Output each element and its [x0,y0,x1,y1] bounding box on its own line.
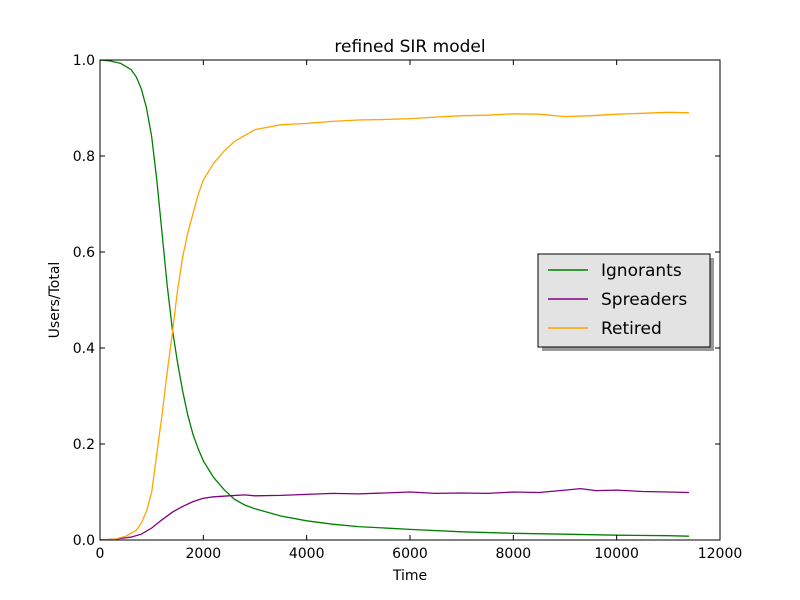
y-tick-label: 0.4 [73,341,95,357]
legend-label-ignorants: Ignorants [601,261,682,281]
series-line-retired [99,111,690,541]
series-line-ignorants [99,59,690,537]
legend-label-retired: Retired [601,319,662,339]
x-tick-label: 0 [96,546,105,562]
legend: Ignorants Spreaders Retired [537,253,714,351]
series-line-spreaders [99,487,690,541]
y-tick-label: 0.0 [73,533,95,549]
x-tick-label: 4000 [289,546,325,562]
x-tick-label: 8000 [496,546,532,562]
y-tick-label: 1.0 [73,53,95,69]
x-tick-label: 10000 [594,546,639,562]
axis-ticks: 0 2000 4000 6000 8000 10000 12000 0.0 0.2 0.4 0.6 0… [73,53,743,562]
y-tick-label: 0.6 [73,245,95,261]
chart-title: refined SIR model [334,37,485,57]
legend-label-spreaders: Spreaders [601,290,687,310]
x-tick-label: 2000 [186,546,222,562]
x-tick-label: 12000 [698,546,743,562]
y-tick-label: 0.8 [73,149,95,165]
x-axis-title: Time [392,568,427,584]
x-tick-label: 6000 [392,546,428,562]
y-axis-title: Users/Total [47,262,63,339]
y-tick-label: 0.2 [73,437,95,453]
